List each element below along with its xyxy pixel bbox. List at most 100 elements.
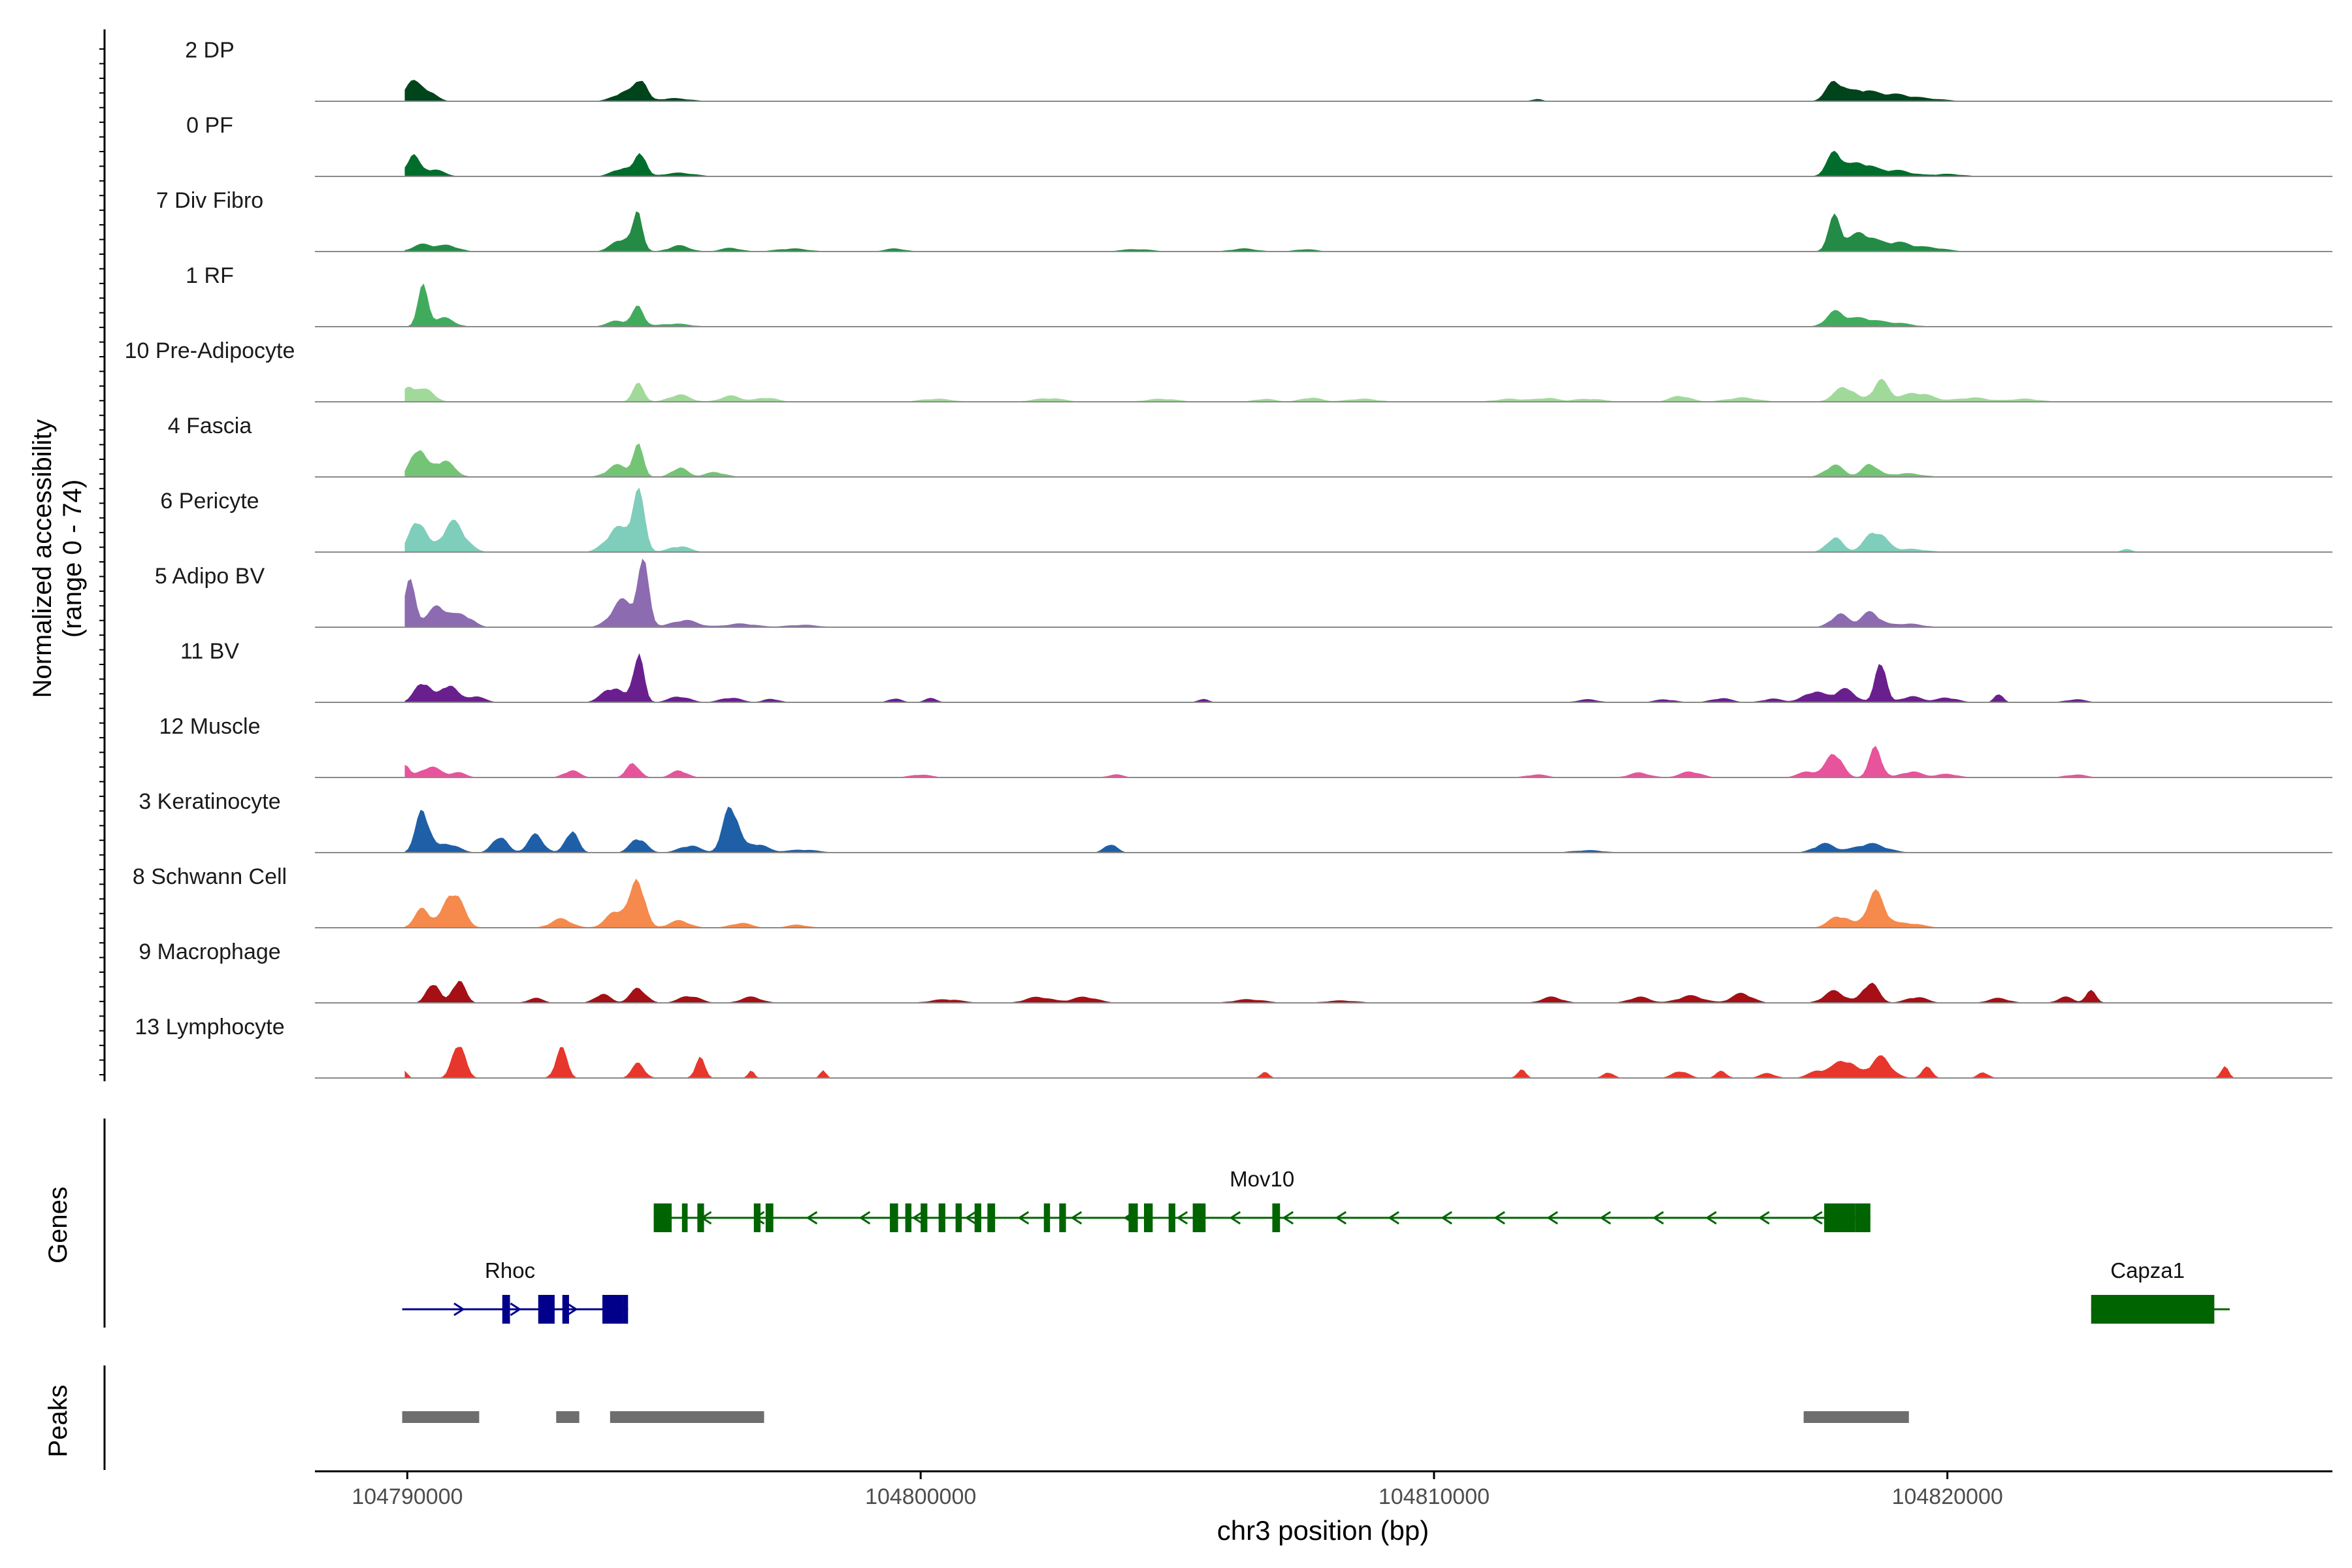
strand-arrow: [1652, 1211, 1664, 1225]
coverage-tracks: 2 DP 0 PF 7 Div Fibro 1 RF 10 Pre-Adipocyte 4…: [125, 38, 2332, 1079]
gene-exon: [623, 1295, 629, 1324]
track-label: 7 Div Fibro: [156, 188, 263, 213]
track-4-fascia: 4 Fascia: [168, 414, 2332, 478]
gene-exon: [905, 1203, 912, 1232]
gene-exon: [1824, 1203, 1855, 1232]
gene-exon: [538, 1295, 555, 1324]
track-9-macrophage: 9 Macrophage: [139, 939, 2332, 1004]
track-label: 6 Pericyte: [160, 489, 259, 514]
peak-region: [402, 1411, 480, 1423]
track-label: 13 Lymphocyte: [135, 1015, 284, 1039]
track-label: 1 RF: [186, 263, 234, 288]
strand-arrow: [1070, 1211, 1083, 1225]
coverage-area: [404, 1047, 2307, 1078]
coverage-area: [404, 653, 2307, 702]
gene-exon: [955, 1203, 962, 1232]
x-axis-title: chr3 position (bp): [1217, 1515, 1429, 1546]
track-label: 10 Pre-Adipocyte: [125, 338, 295, 363]
track-label: 4 Fascia: [168, 414, 252, 438]
track-5-adipo-bv: 5 Adipo BV: [155, 559, 2332, 628]
gene-track: Mov10 Rhoc Capza1: [103, 1119, 2230, 1328]
gene-exon: [890, 1203, 898, 1232]
gene-exon: [1192, 1203, 1206, 1232]
gene-exon: [765, 1203, 774, 1232]
strand-arrow: [1282, 1211, 1294, 1225]
x-tick-label: 104800000: [865, 1484, 976, 1509]
gene-mov10: Mov10: [653, 1167, 1870, 1232]
gene-exon: [502, 1295, 510, 1324]
strand-arrow: [1176, 1211, 1188, 1225]
gene-name-label: Mov10: [1230, 1167, 1294, 1191]
gene-exon: [1143, 1203, 1153, 1232]
coverage-area: [404, 283, 2307, 327]
gene-exon: [1168, 1203, 1175, 1232]
strand-arrow: [1811, 1211, 1823, 1225]
gene-name-label: Capza1: [2110, 1258, 2185, 1282]
peaks-axis-title: Peaks: [44, 1384, 73, 1457]
track-10-pre-adipocyte: 10 Pre-Adipocyte: [125, 338, 2332, 402]
gene-rhoc: Rhoc: [402, 1258, 629, 1324]
coverage-area: [404, 211, 2307, 252]
strand-arrow: [453, 1302, 465, 1316]
x-tick-label: 104820000: [1892, 1484, 2003, 1509]
gene-exon: [753, 1203, 761, 1232]
strand-arrow: [1758, 1211, 1770, 1225]
gene-exon: [987, 1203, 996, 1232]
coverage-area: [404, 878, 2307, 928]
gene-exon: [921, 1203, 928, 1232]
gene-exon: [681, 1203, 688, 1232]
coverage-area: [404, 443, 2307, 477]
track-11-bv: 11 BV: [180, 639, 2332, 703]
track-1-rf: 1 RF: [186, 263, 2332, 327]
gene-name-label: Rhoc: [485, 1258, 535, 1282]
x-tick-label: 104790000: [351, 1484, 463, 1509]
gene-exon: [562, 1295, 569, 1324]
track-label: 12 Muscle: [159, 714, 261, 739]
gene-exon: [1059, 1203, 1066, 1232]
strand-arrow: [911, 1211, 924, 1225]
strand-arrow: [1017, 1211, 1030, 1225]
gene-exon: [938, 1203, 945, 1232]
gene-capza1: Capza1: [2091, 1258, 2230, 1324]
strand-arrow: [1441, 1211, 1452, 1225]
track-label: 0 PF: [186, 113, 233, 138]
track-label: 11 BV: [180, 639, 239, 664]
strand-arrow: [964, 1211, 977, 1225]
strand-arrow: [1335, 1211, 1347, 1225]
strand-arrow: [1229, 1211, 1241, 1225]
gene-exon: [1128, 1203, 1138, 1232]
x-tick-label: 104810000: [1379, 1484, 1490, 1509]
y-axis-title-line2: (range 0 - 74): [58, 480, 87, 638]
track-label: 8 Schwann Cell: [133, 864, 287, 889]
gene-exon: [697, 1203, 704, 1232]
strand-arrow: [566, 1302, 578, 1316]
peak-region: [1803, 1411, 1909, 1423]
coverage-area: [404, 378, 2307, 402]
strand-arrow: [1599, 1211, 1611, 1225]
y-axis-title-line1: Normalized accessibility: [28, 419, 57, 698]
gene-exon: [2091, 1295, 2215, 1324]
track-label: 5 Adipo BV: [155, 564, 265, 589]
track-7-div-fibro: 7 Div Fibro: [156, 188, 2332, 252]
coverage-area: [404, 80, 2307, 101]
gene-exon: [1043, 1203, 1051, 1232]
track-label: 9 Macrophage: [139, 939, 280, 964]
track-3-keratinocyte: 3 Keratinocyte: [139, 789, 2332, 853]
strand-arrow: [1494, 1211, 1505, 1225]
coverage-area: [404, 559, 2307, 627]
coverage-area: [404, 487, 2307, 552]
strand-arrow: [858, 1211, 871, 1225]
coverage-area: [404, 806, 2307, 853]
strand-arrow: [1705, 1211, 1717, 1225]
strand-arrow: [510, 1302, 522, 1316]
track-0-pf: 0 PF: [186, 113, 2332, 177]
peak-region: [610, 1411, 764, 1423]
track-2-dp: 2 DP: [185, 38, 2332, 102]
x-axis: 104790000 104800000 104810000 104820000: [315, 1470, 2332, 1509]
track-12-muscle: 12 Muscle: [159, 714, 2332, 778]
track-label: 2 DP: [185, 38, 235, 63]
strand-arrow: [1546, 1211, 1558, 1225]
strand-arrow: [1388, 1211, 1399, 1225]
gene-exon: [602, 1295, 623, 1324]
